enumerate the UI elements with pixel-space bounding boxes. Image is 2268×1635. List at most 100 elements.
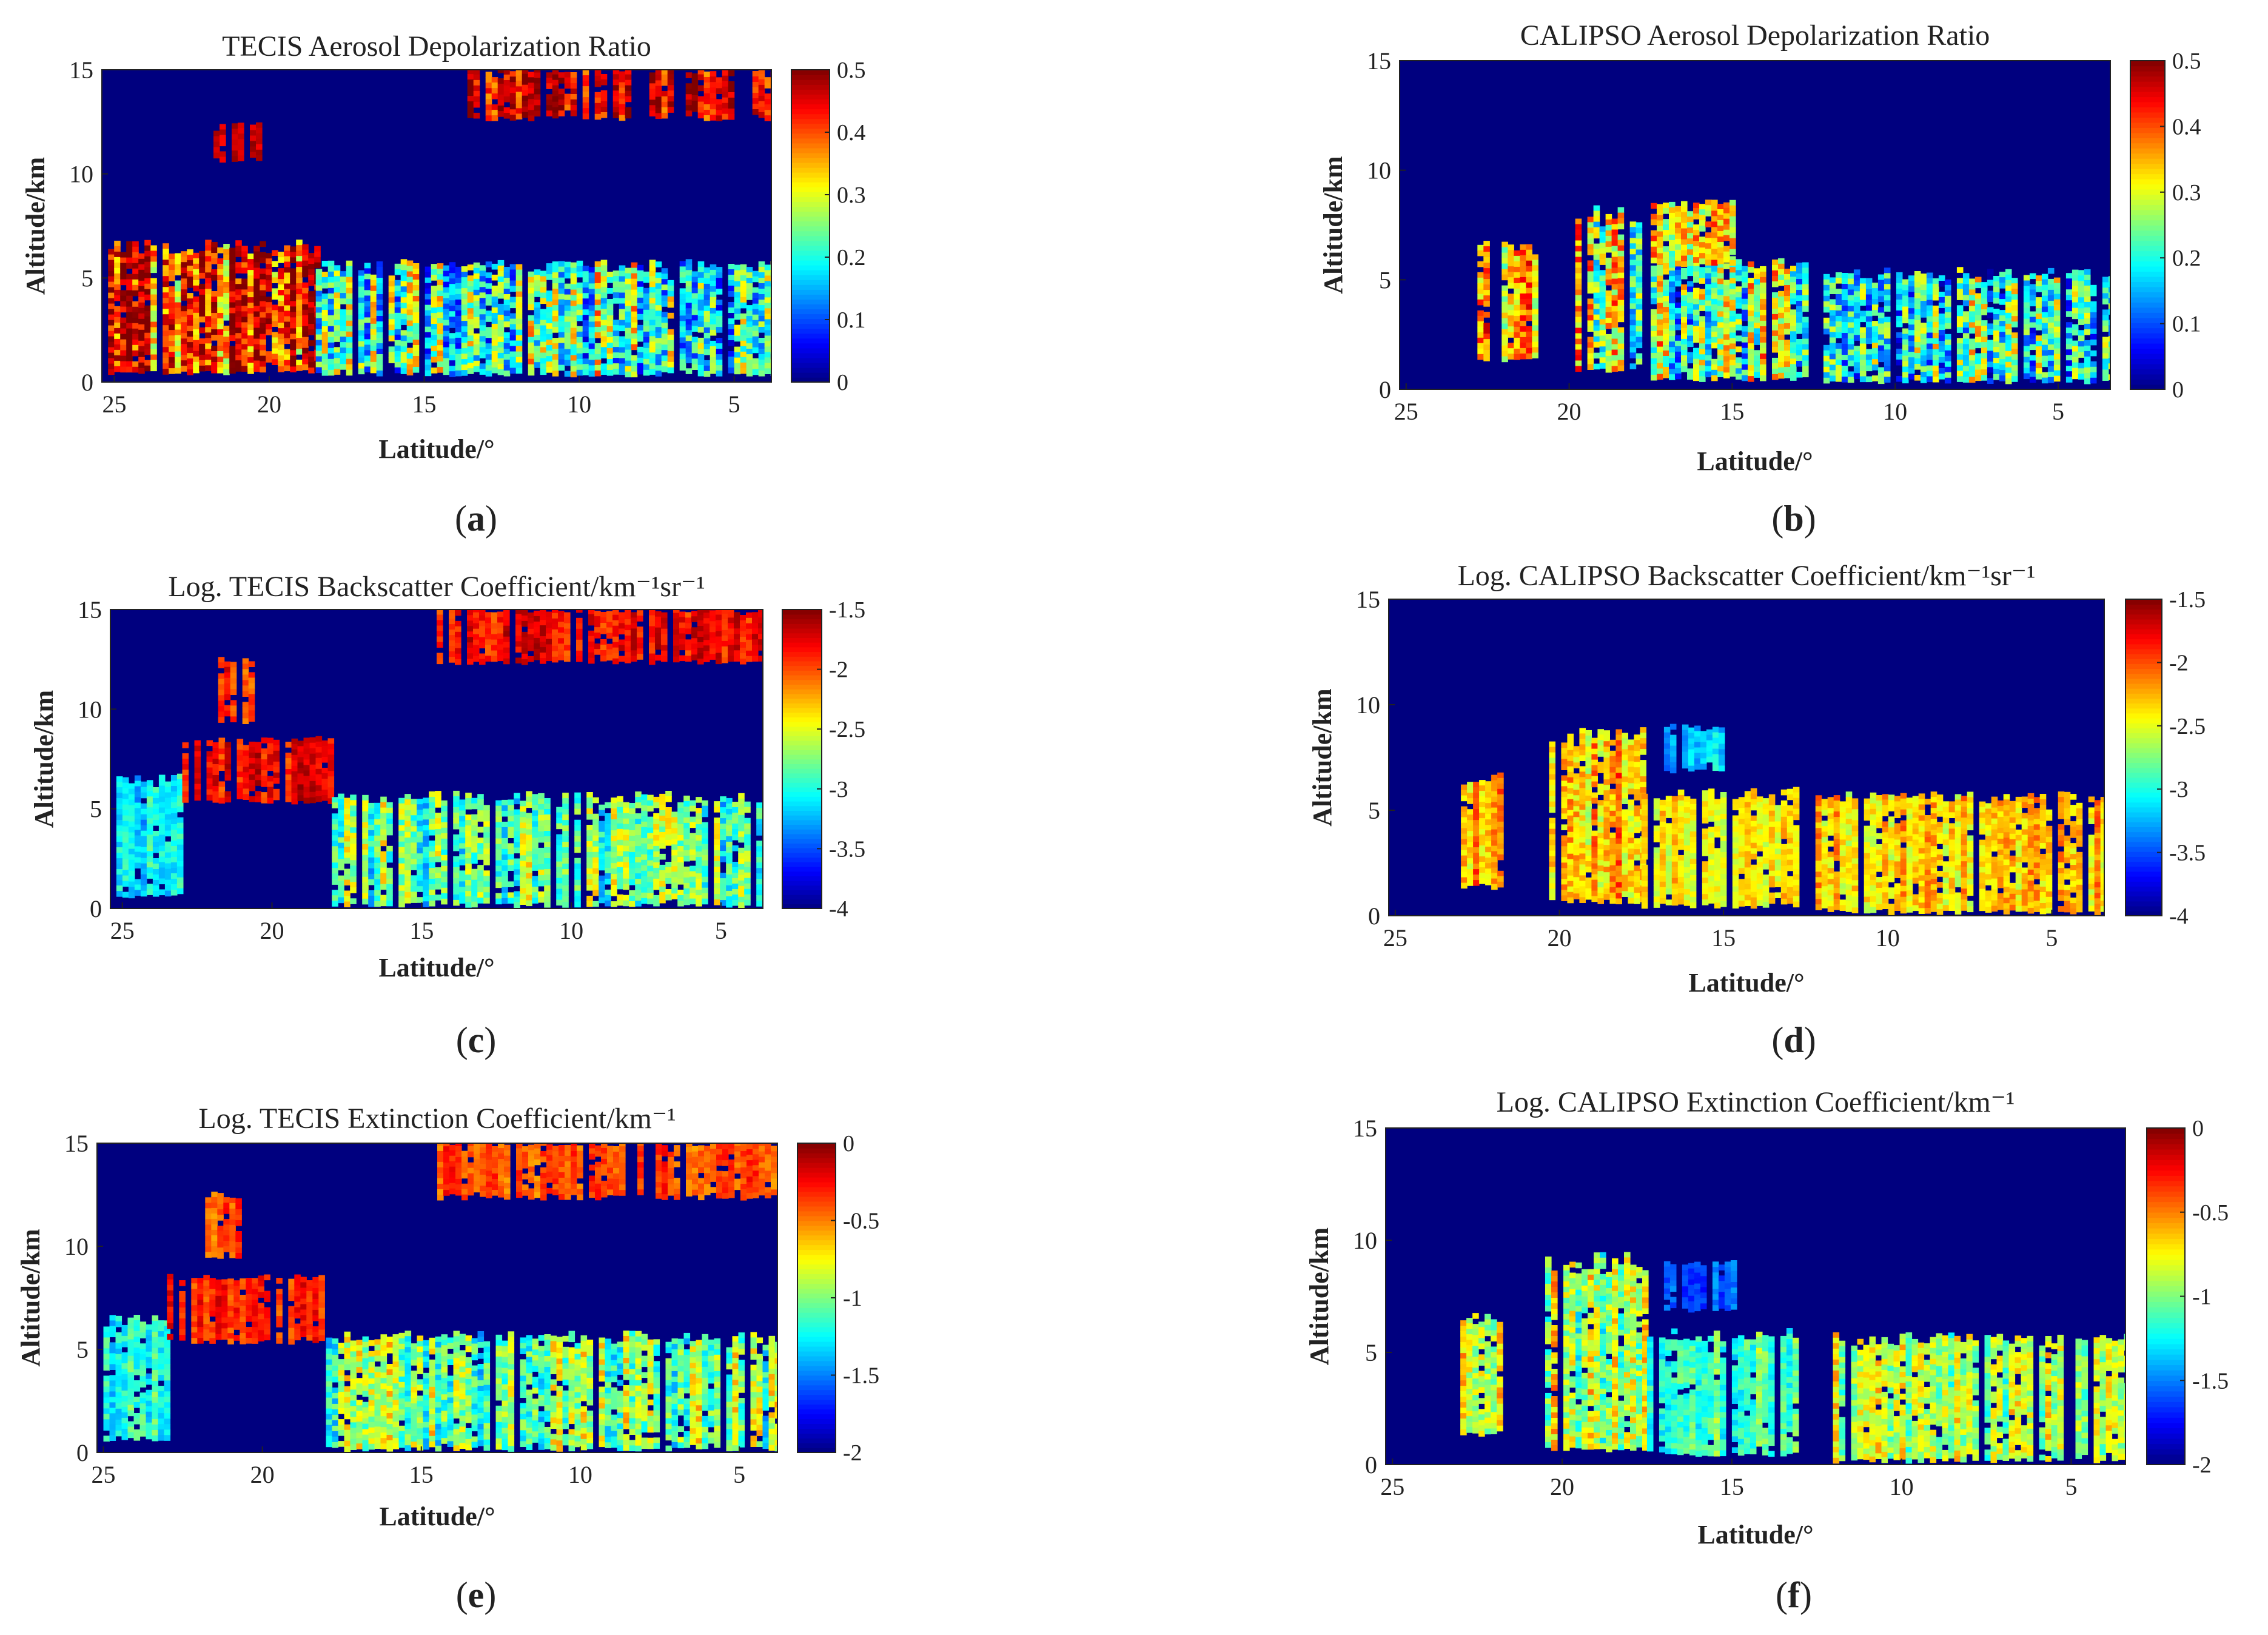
heatmap-cell: [2072, 368, 2079, 374]
heatmap-cell: [461, 272, 468, 278]
heatmap-cell: [340, 331, 347, 337]
heatmap-cell: [1705, 328, 1712, 334]
colorbar-swatch: [2130, 194, 2165, 200]
heatmap-cell: [141, 853, 147, 859]
heatmap-cell: [1830, 354, 1836, 360]
heatmap-cell: [1681, 201, 1688, 207]
heatmap-cell: [241, 355, 248, 361]
heatmap-cell: [1669, 213, 1676, 219]
heatmap-cell: [1872, 364, 1879, 371]
heatmap-cell: [1526, 332, 1532, 338]
heatmap-cell: [656, 300, 662, 306]
heatmap-cell: [1957, 305, 1964, 311]
heatmap-cell: [1723, 257, 1730, 263]
heatmap-cell: [704, 273, 711, 279]
heatmap-cell: [1717, 295, 1724, 301]
heatmap-cell: [2109, 303, 2115, 309]
heatmap-cell: [1902, 290, 1909, 297]
heatmap-cell: [662, 344, 668, 351]
heatmap-cell: [159, 775, 166, 781]
heatmap-cell: [1914, 304, 1921, 310]
heatmap-cell: [443, 293, 450, 299]
heatmap-cell: [740, 319, 747, 325]
heatmap-cell: [362, 861, 369, 867]
heatmap-cell: [2036, 286, 2042, 292]
heatmap-cell: [132, 307, 139, 313]
heatmap-cell: [710, 330, 717, 336]
heatmap-cell: [692, 293, 699, 299]
heatmap-cell: [698, 349, 705, 355]
heatmap-cell: [1630, 276, 1637, 282]
heatmap-cell: [577, 299, 583, 305]
heatmap-cell: [1730, 332, 1736, 338]
heatmap-cell: [625, 268, 632, 274]
heatmap-cell: [1760, 364, 1766, 371]
heatmap-cell: [1866, 278, 1873, 284]
heatmap-cell: [223, 347, 230, 354]
colorbar-swatch: [2130, 292, 2165, 297]
heatmap-cell: [1760, 288, 1766, 294]
heatmap-cell: [1681, 295, 1688, 301]
heatmap-cell: [108, 342, 115, 348]
heatmap-cell: [362, 877, 369, 883]
heatmap-cell: [241, 311, 248, 317]
heatmap-cell: [2090, 318, 2097, 324]
heatmap-cell: [437, 269, 444, 275]
heatmap-cell: [656, 371, 662, 377]
heatmap-cell: [371, 302, 377, 308]
heatmap-cell: [138, 264, 145, 270]
heatmap-cell: [232, 123, 238, 129]
colorbar-swatch: [791, 84, 830, 90]
heatmap-cell: [344, 814, 351, 821]
heatmap-cell: [1705, 284, 1712, 290]
heatmap-cell: [177, 850, 184, 856]
heatmap-cell: [316, 362, 323, 368]
heatmap-cell: [565, 289, 571, 295]
heatmap-cell: [1588, 287, 1594, 294]
colorbar-swatch: [791, 158, 830, 163]
heatmap-cell: [2048, 344, 2055, 351]
heatmap-cell: [138, 363, 145, 369]
heatmap-cell: [619, 347, 626, 354]
heatmap-cell: [662, 107, 668, 113]
heatmap-cell: [175, 335, 181, 341]
heatmap-cell: [1848, 284, 1854, 290]
heatmap-cell: [1866, 333, 1873, 339]
heatmap-cell: [1717, 267, 1724, 274]
heatmap-cell: [1636, 343, 1643, 349]
heatmap-cell: [247, 259, 254, 265]
heatmap-cell: [1612, 241, 1619, 247]
heatmap-cell: [698, 311, 705, 317]
heatmap-cell: [1600, 346, 1606, 352]
heatmap-cell: [1501, 242, 1508, 248]
heatmap-cell: [1651, 214, 1657, 220]
heatmap-cell: [1705, 260, 1712, 266]
heatmap-cell: [1675, 374, 1682, 380]
heatmap-cell: [1600, 352, 1606, 358]
colorbar-swatch: [791, 270, 830, 275]
heatmap-cell: [147, 796, 153, 802]
heatmap-cell: [504, 267, 511, 273]
heatmap-cell: [247, 286, 254, 292]
heatmap-cell: [1657, 347, 1663, 353]
heatmap-cell: [1830, 283, 1836, 289]
heatmap-cell: [1842, 273, 1848, 279]
heatmap-cell: [108, 326, 115, 332]
heatmap-cell: [253, 274, 260, 280]
heatmap-cell: [2090, 285, 2097, 291]
heatmap-cell: [716, 343, 723, 349]
heatmap-cell: [516, 286, 523, 292]
heatmap-cell: [443, 358, 450, 364]
heatmap-cell: [165, 814, 172, 821]
heatmap-cell: [1921, 290, 1927, 296]
heatmap-cell: [565, 78, 571, 84]
heatmap-cell: [728, 98, 735, 104]
heatmap-cell: [1830, 332, 1836, 338]
heatmap-cell: [1612, 257, 1619, 263]
heatmap-cell: [2109, 298, 2115, 304]
heatmap-cell: [290, 295, 297, 301]
heatmap-cell: [177, 861, 184, 867]
heatmap-cell: [1939, 275, 1945, 281]
heatmap-cell: [1508, 255, 1514, 261]
heatmap-cell: [1860, 327, 1867, 334]
